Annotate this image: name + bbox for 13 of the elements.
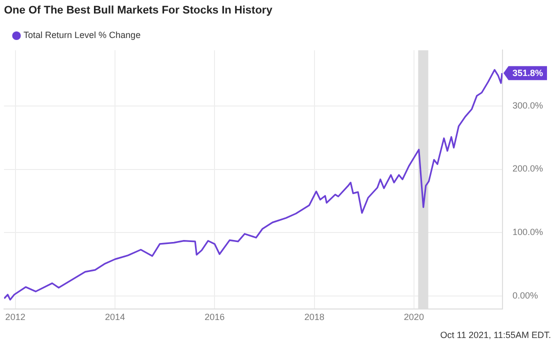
text: Oct 11 2021, 11:55AM EDT. xyxy=(440,330,551,340)
x-tick-label: 2012 xyxy=(5,312,26,322)
y-tick-label: 200.0% xyxy=(512,164,544,174)
x-tick-label: 2018 xyxy=(304,312,324,322)
y-tick-label: 0.00% xyxy=(512,290,538,300)
x-tick-label: 2020 xyxy=(404,312,424,322)
y-tick-label: 300.0% xyxy=(512,100,544,110)
chart-title: One Of The Best Bull Markets For Stocks In History xyxy=(4,4,274,17)
data-label: 351.8% xyxy=(512,68,544,78)
x-tick-label: 2016 xyxy=(204,312,225,322)
legend-label: Total Return Level % Change xyxy=(24,30,141,40)
x-tick-label: 2014 xyxy=(105,312,126,322)
y-tick-label: 100.0% xyxy=(512,227,544,238)
